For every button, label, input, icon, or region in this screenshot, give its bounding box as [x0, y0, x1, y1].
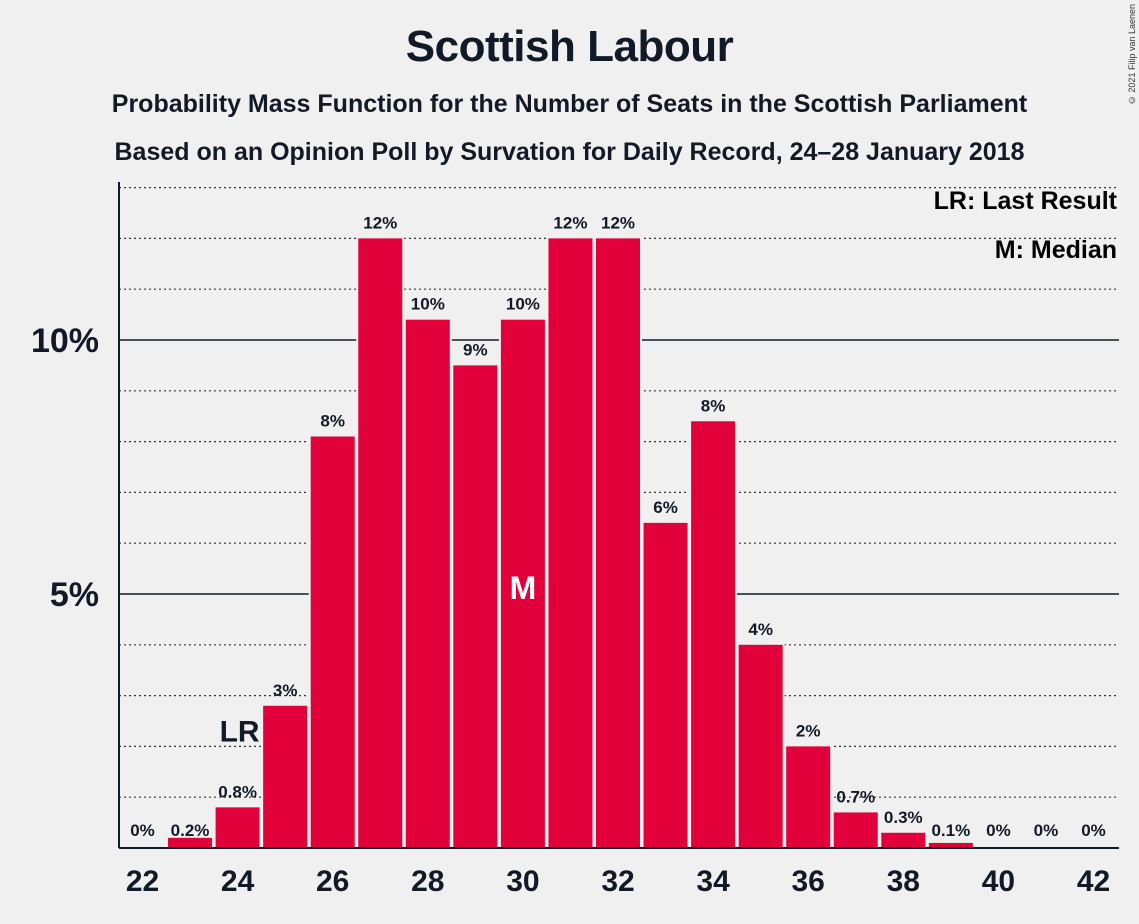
bar-seats-30 [500, 319, 545, 848]
x-tick-label: 28 [411, 865, 444, 898]
x-tick-label: 42 [1077, 865, 1110, 898]
chart-title: Scottish Labour [405, 22, 734, 71]
bar-halo [974, 844, 1023, 848]
bar-seats-29 [453, 365, 498, 848]
data-label-34: 8% [701, 396, 726, 415]
bar-seats-33 [643, 522, 688, 848]
x-tick-label: 30 [506, 865, 539, 898]
legend-last-result: LR: Last Result [934, 187, 1118, 215]
x-tick-label: 32 [601, 865, 634, 898]
chart-subtitle-2: Based on an Opinion Poll by Survation fo… [114, 138, 1025, 166]
median-marker: M [510, 570, 537, 606]
data-label-36: 2% [796, 721, 821, 740]
data-label-24: 0.8% [218, 782, 257, 801]
data-label-31: 12% [553, 213, 587, 232]
data-label-41: 0% [1034, 821, 1059, 840]
data-label-33: 6% [653, 498, 678, 517]
data-label-38: 0.3% [884, 808, 923, 827]
data-label-32: 12% [601, 213, 635, 232]
data-label-29: 9% [463, 340, 488, 359]
bar-seats-36 [786, 746, 831, 848]
bar-seats-28 [405, 319, 450, 848]
data-label-22: 0% [130, 821, 155, 840]
data-label-40: 0% [986, 821, 1011, 840]
data-label-23: 0.2% [171, 821, 210, 840]
x-tick-label: 24 [221, 865, 255, 898]
data-label-39: 0.1% [931, 821, 970, 840]
legend-median: M: Median [995, 236, 1117, 264]
bars [166, 236, 1023, 848]
data-label-35: 4% [748, 620, 773, 639]
data-label-27: 12% [363, 213, 397, 232]
data-label-42: 0% [1081, 821, 1106, 840]
x-tick-label: 40 [982, 865, 1015, 898]
data-label-25: 3% [273, 681, 298, 700]
y-tick-label: 10% [31, 322, 99, 360]
x-tick-label: 38 [887, 865, 920, 898]
markers: LR M [220, 570, 537, 748]
data-label-37: 0.7% [836, 787, 875, 806]
bar-seats-23 [168, 837, 213, 848]
chart-subtitle-1: Probability Mass Function for the Number… [111, 90, 1028, 118]
last-result-marker: LR [220, 715, 260, 748]
x-tick-label: 26 [316, 865, 349, 898]
bar-seats-31 [548, 238, 593, 848]
bar-seats-24 [215, 807, 260, 848]
x-tick-label: 22 [126, 865, 159, 898]
x-tick-label: 36 [792, 865, 825, 898]
bar-seats-34 [691, 421, 736, 848]
data-label-30: 10% [506, 295, 540, 314]
bar-seats-25 [263, 705, 308, 848]
axes: 5% 10% 22 24 26 28 30 32 34 36 38 40 42 [31, 182, 1119, 898]
x-tick-label: 34 [696, 865, 730, 898]
data-label-26: 8% [320, 412, 345, 431]
y-tick-label: 5% [50, 576, 99, 614]
bar-seats-39 [928, 842, 973, 848]
bar-seats-38 [881, 832, 926, 848]
bar-seats-27 [358, 238, 403, 848]
data-labels: 0% 0.2% 0.8% 3% 8% 12% 10% 9% 10% 12% 12% 6% 8% 4% 2% 0… [130, 213, 1106, 840]
bar-seats-26 [310, 436, 355, 848]
bar-seats-32 [596, 238, 640, 848]
data-label-28: 10% [411, 295, 445, 314]
bar-seats-37 [833, 812, 878, 848]
bar-seats-35 [738, 644, 783, 848]
legend: LR: Last Result M: Median [934, 187, 1118, 264]
